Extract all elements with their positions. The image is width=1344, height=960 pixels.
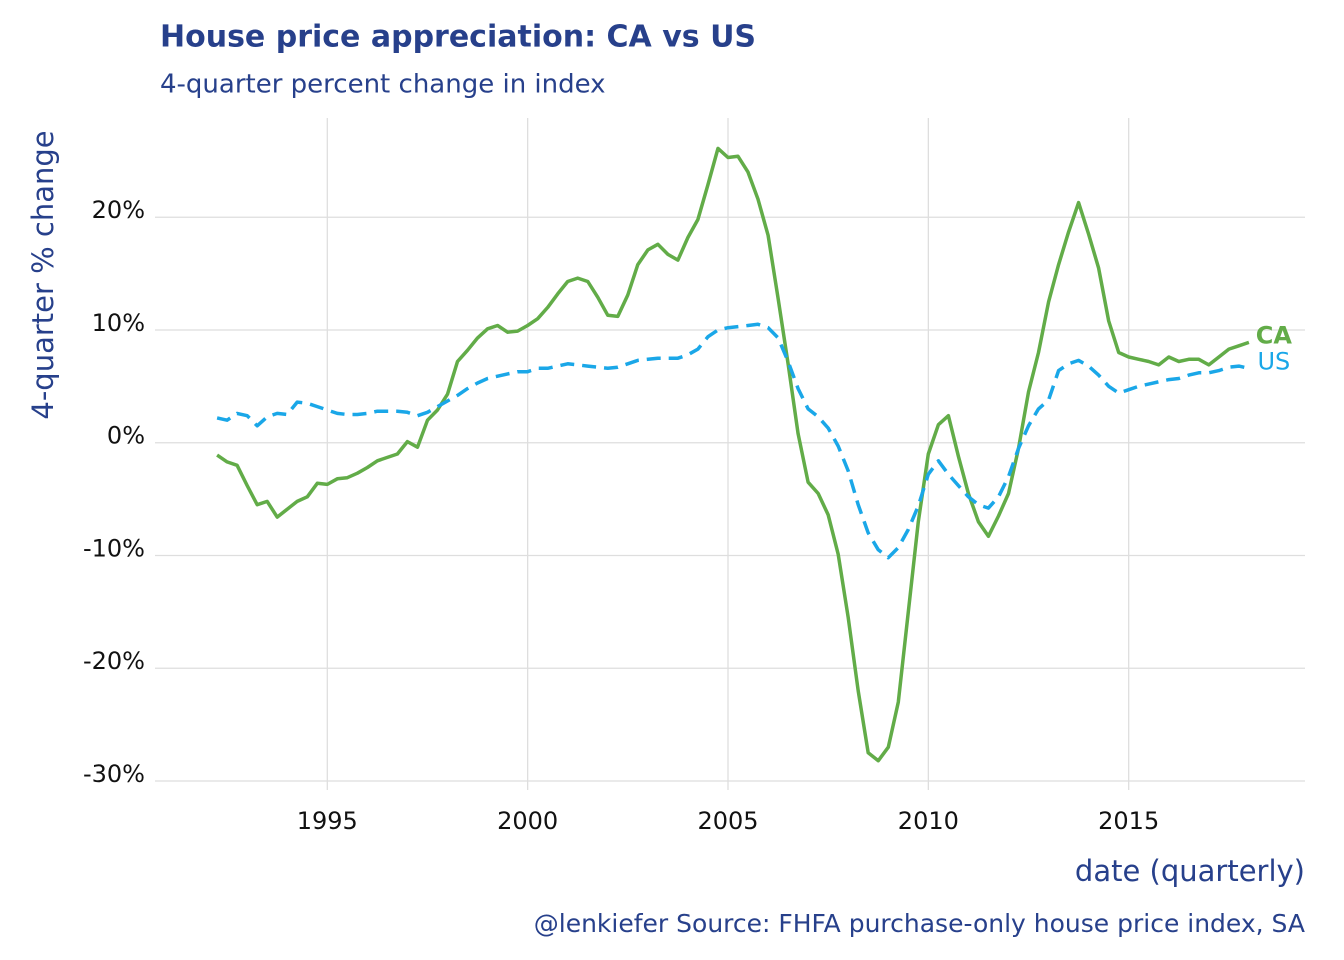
series-label: US <box>1257 347 1290 375</box>
series-label: CA <box>1256 321 1293 349</box>
y-tick-label: -20% <box>83 647 145 675</box>
caption: @lenkiefer Source: FHFA purchase-only ho… <box>534 909 1305 938</box>
chart-title: House price appreciation: CA vs US <box>160 20 756 55</box>
y-tick-label: 10% <box>92 309 145 337</box>
x-tick-label: 2000 <box>497 807 558 835</box>
y-tick-label: 20% <box>92 196 145 224</box>
y-tick-label: 0% <box>107 422 145 450</box>
x-tick-label: 2005 <box>697 807 758 835</box>
series-line <box>216 322 1250 560</box>
x-tick-label: 2015 <box>1098 807 1159 835</box>
chart-subtitle: 4-quarter percent change in index <box>160 70 606 100</box>
y-tick-label: -10% <box>83 534 145 562</box>
x-axis-label: date (quarterly) <box>1075 854 1305 888</box>
y-axis-label: 4-quarter % change <box>26 130 60 419</box>
y-tick-label: -30% <box>83 760 145 788</box>
series-line <box>216 146 1250 763</box>
x-tick-label: 1995 <box>297 807 358 835</box>
x-tick-label: 2010 <box>898 807 959 835</box>
